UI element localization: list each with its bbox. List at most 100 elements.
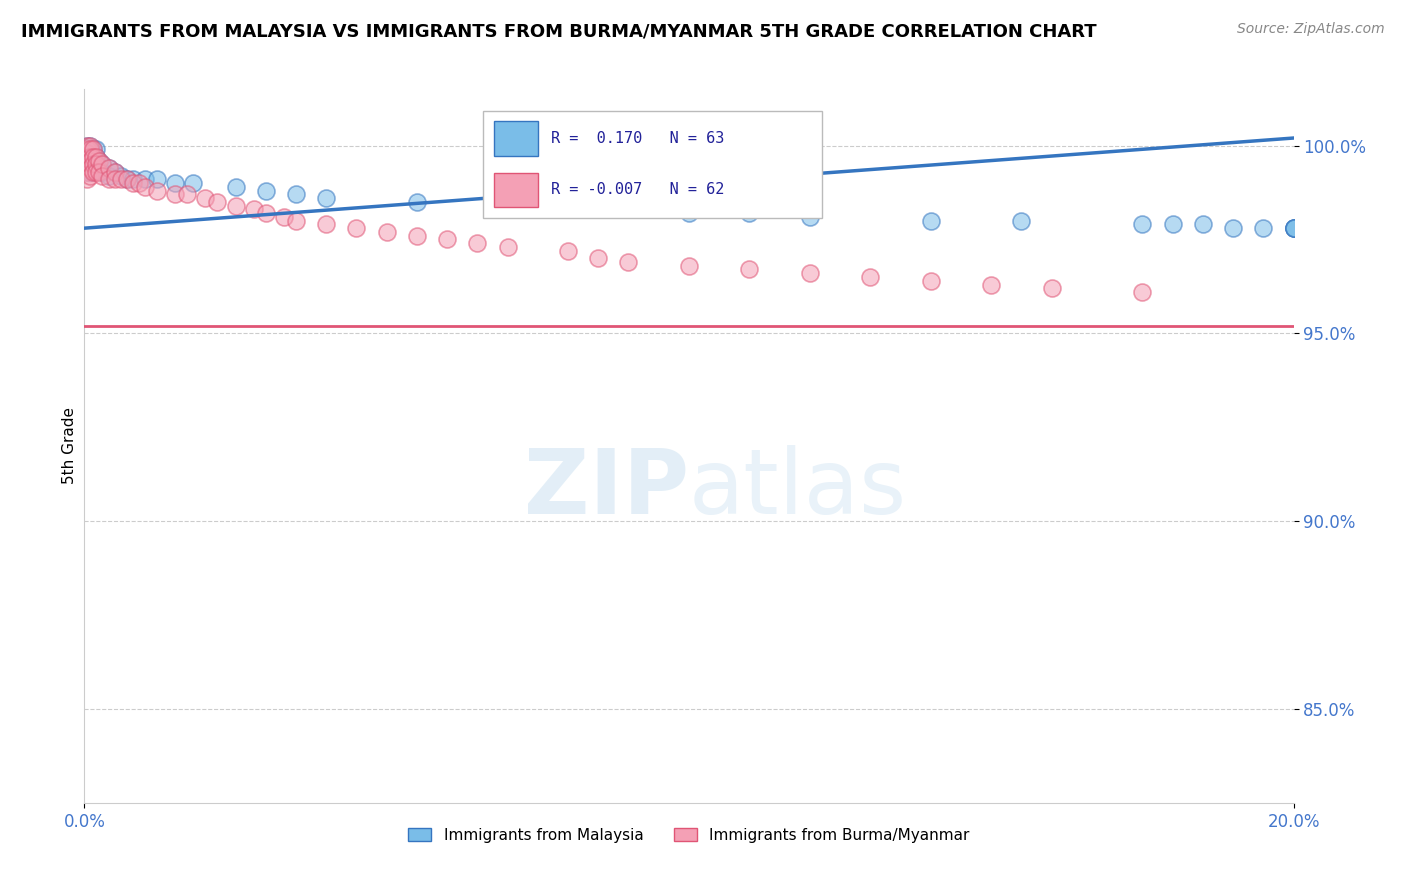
Point — [859, 270, 882, 285]
Point — [82, 157, 104, 171]
Point — [207, 194, 229, 209]
Point — [79, 161, 101, 175]
Point — [76, 153, 98, 168]
Point — [76, 150, 98, 164]
Point — [91, 157, 114, 171]
Point — [82, 150, 104, 164]
Point — [76, 138, 98, 153]
Point — [799, 266, 821, 280]
Point — [285, 187, 308, 202]
Point — [82, 157, 104, 171]
Point — [1282, 221, 1305, 235]
Point — [76, 146, 98, 161]
Point — [91, 165, 114, 179]
Point — [1161, 218, 1184, 232]
Point — [315, 191, 337, 205]
Point — [920, 213, 942, 227]
Point — [86, 161, 108, 175]
Point — [678, 259, 700, 273]
Point — [79, 138, 101, 153]
Point — [588, 202, 610, 217]
Point — [97, 161, 120, 175]
Point — [79, 142, 101, 156]
Point — [76, 142, 98, 156]
Point — [1253, 221, 1275, 235]
Point — [436, 232, 458, 246]
Point — [1282, 221, 1305, 235]
Point — [76, 172, 98, 186]
Point — [97, 161, 120, 175]
Point — [79, 138, 101, 153]
Point — [285, 213, 308, 227]
Point — [86, 150, 108, 164]
Point — [86, 165, 108, 179]
Point — [1040, 281, 1063, 295]
Point — [121, 172, 143, 186]
Point — [346, 221, 368, 235]
Point — [617, 202, 640, 217]
Point — [76, 157, 98, 171]
Point — [134, 172, 156, 186]
Point — [1192, 218, 1215, 232]
Point — [467, 236, 489, 251]
Point — [165, 176, 187, 190]
Point — [97, 172, 120, 186]
Point — [1130, 218, 1153, 232]
Point — [89, 161, 111, 175]
Legend: Immigrants from Malaysia, Immigrants from Burma/Myanmar: Immigrants from Malaysia, Immigrants fro… — [402, 822, 976, 848]
Point — [738, 262, 761, 277]
Point — [89, 153, 111, 168]
Point — [121, 176, 143, 190]
Point — [315, 218, 337, 232]
Point — [76, 142, 98, 156]
Point — [375, 225, 398, 239]
Point — [79, 146, 101, 161]
Point — [165, 187, 187, 202]
Point — [254, 206, 277, 220]
Point — [82, 165, 104, 179]
Point — [110, 169, 132, 183]
Point — [496, 240, 519, 254]
Point — [79, 142, 101, 156]
Point — [557, 244, 579, 258]
Point — [588, 251, 610, 265]
Point — [678, 206, 700, 220]
Point — [176, 187, 198, 202]
Point — [82, 150, 104, 164]
Point — [76, 146, 98, 161]
Point — [128, 176, 150, 190]
Point — [86, 157, 108, 171]
Point — [76, 161, 98, 175]
Point — [1222, 221, 1244, 235]
Point — [1130, 285, 1153, 299]
Point — [82, 165, 104, 179]
Point — [79, 153, 101, 168]
Point — [89, 165, 111, 179]
Point — [89, 153, 111, 168]
Point — [115, 172, 138, 186]
Point — [104, 165, 127, 179]
Point — [91, 169, 114, 183]
Point — [273, 210, 295, 224]
Point — [76, 142, 98, 156]
Point — [86, 150, 108, 164]
Point — [79, 165, 101, 179]
Point — [82, 142, 104, 156]
Point — [76, 165, 98, 179]
Point — [76, 165, 98, 179]
Point — [79, 150, 101, 164]
Point — [79, 150, 101, 164]
Point — [1282, 221, 1305, 235]
Point — [91, 157, 114, 171]
Point — [146, 172, 169, 186]
Point — [242, 202, 264, 217]
Point — [79, 161, 101, 175]
Point — [225, 179, 247, 194]
Point — [86, 153, 108, 168]
Point — [79, 153, 101, 168]
Point — [617, 255, 640, 269]
Text: atlas: atlas — [689, 445, 907, 533]
Point — [920, 274, 942, 288]
Point — [738, 206, 761, 220]
Point — [82, 142, 104, 156]
